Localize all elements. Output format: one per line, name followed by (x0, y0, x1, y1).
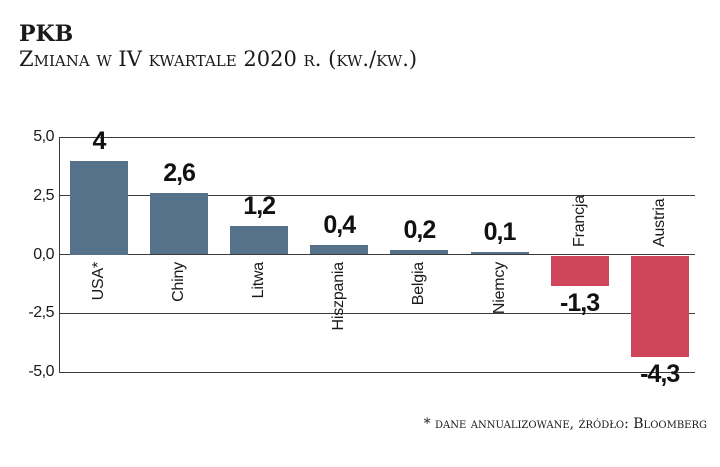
bar (70, 160, 128, 255)
category-label: Austria (650, 198, 668, 247)
gridline (59, 371, 695, 373)
category-label: Litwa (250, 262, 268, 299)
bar (390, 249, 449, 255)
category-label: Hiszpania (330, 262, 348, 331)
y-tick-label: 0,0 (33, 245, 54, 263)
y-tick-label: 5,0 (33, 128, 54, 145)
category-label: USA* (90, 262, 107, 301)
category-label: Chiny (170, 262, 188, 302)
bar-value-label: 2,6 (163, 159, 196, 188)
gridline (59, 136, 695, 138)
bar (630, 255, 689, 357)
y-tick-label: 2,5 (33, 186, 54, 204)
bar (550, 255, 609, 287)
bar (310, 245, 369, 255)
gridline (59, 254, 695, 255)
bar (230, 226, 289, 255)
category-label: Francja (570, 195, 588, 247)
bar (150, 193, 209, 255)
bar-value-label: 1,2 (243, 192, 276, 221)
bar (470, 252, 529, 255)
y-tick-label: -2,5 (28, 304, 54, 322)
chart-title: PKB (19, 21, 74, 47)
category-label: Niemcy (490, 262, 508, 315)
gridline (59, 312, 695, 314)
bar-value-label: -4,3 (640, 359, 680, 388)
y-tick-label: -5,0 (28, 363, 54, 380)
bar-value-label: 0,4 (323, 211, 356, 240)
bar-value-label: -1,3 (560, 289, 600, 318)
y-axis-line (59, 137, 60, 373)
bar-value-label: 4 (92, 126, 107, 155)
bar-value-label: 0,2 (403, 215, 437, 244)
category-label: Belgia (410, 262, 428, 306)
source-note: * dane annualizowane, źródło: Bloomberg (423, 416, 707, 432)
bar-value-label: 0,1 (483, 218, 517, 247)
chart-subtitle: Zmiana w IV kwartale 2020 r. (kw./kw.) (19, 47, 418, 71)
gridline (59, 195, 695, 197)
